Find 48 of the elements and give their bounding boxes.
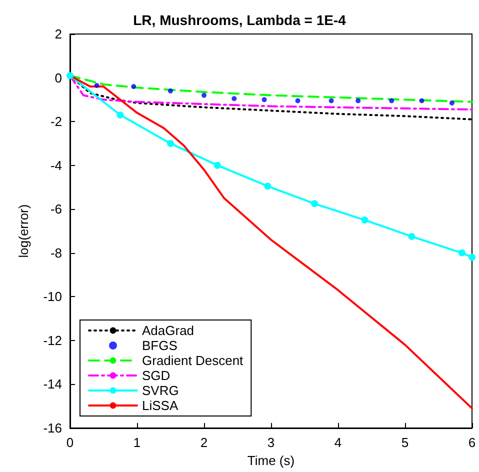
y-tick-label: -4 xyxy=(50,158,62,173)
legend-label: SVRG xyxy=(142,383,179,398)
point xyxy=(408,232,416,240)
point xyxy=(66,72,74,80)
x-tick-label: 4 xyxy=(334,435,342,450)
legend-label: SGD xyxy=(142,368,170,383)
point xyxy=(449,100,454,106)
x-tick-label: 3 xyxy=(267,435,275,450)
point xyxy=(311,200,318,208)
point xyxy=(232,96,237,102)
point xyxy=(361,216,368,224)
y-tick-label: -14 xyxy=(43,376,62,392)
point xyxy=(168,88,173,94)
point xyxy=(167,140,174,147)
y-tick-label: -8 xyxy=(50,245,62,260)
legend-label: Gradient Descent xyxy=(142,353,244,368)
point xyxy=(116,111,124,118)
point xyxy=(262,97,267,102)
point xyxy=(202,92,206,98)
point xyxy=(131,84,136,90)
point xyxy=(389,98,394,104)
y-tick-label: -12 xyxy=(43,332,62,348)
x-axis-title: Time (s) xyxy=(247,452,295,468)
y-tick-label: -2 xyxy=(50,114,62,130)
point xyxy=(295,98,300,104)
y-tick-label: -10 xyxy=(43,289,62,304)
y-tick-label: -6 xyxy=(50,202,62,217)
point xyxy=(214,162,221,169)
x-tick-label: 2 xyxy=(200,435,208,450)
point xyxy=(264,182,272,190)
legend-label: BFGS xyxy=(142,338,178,353)
point xyxy=(328,98,334,104)
point xyxy=(468,254,476,261)
x-tick-label: 6 xyxy=(468,435,476,450)
y-tick-label: -16 xyxy=(43,420,62,436)
y-tick-label: 0 xyxy=(54,70,62,86)
y-axis-title: log(error) xyxy=(16,204,31,258)
point xyxy=(356,98,361,104)
x-tick-label: 0 xyxy=(66,435,74,450)
point xyxy=(419,98,424,104)
legend-label: AdaGrad xyxy=(142,323,194,338)
chart-title: LR, Mushrooms, Lambda = 1E-4 xyxy=(133,12,346,28)
point xyxy=(458,249,466,256)
y-tick-label: 2 xyxy=(54,26,62,42)
point xyxy=(94,82,100,88)
legend-label: LiSSA xyxy=(142,398,178,413)
x-tick-label: 5 xyxy=(401,435,409,450)
x-tick-label: 1 xyxy=(133,435,141,450)
